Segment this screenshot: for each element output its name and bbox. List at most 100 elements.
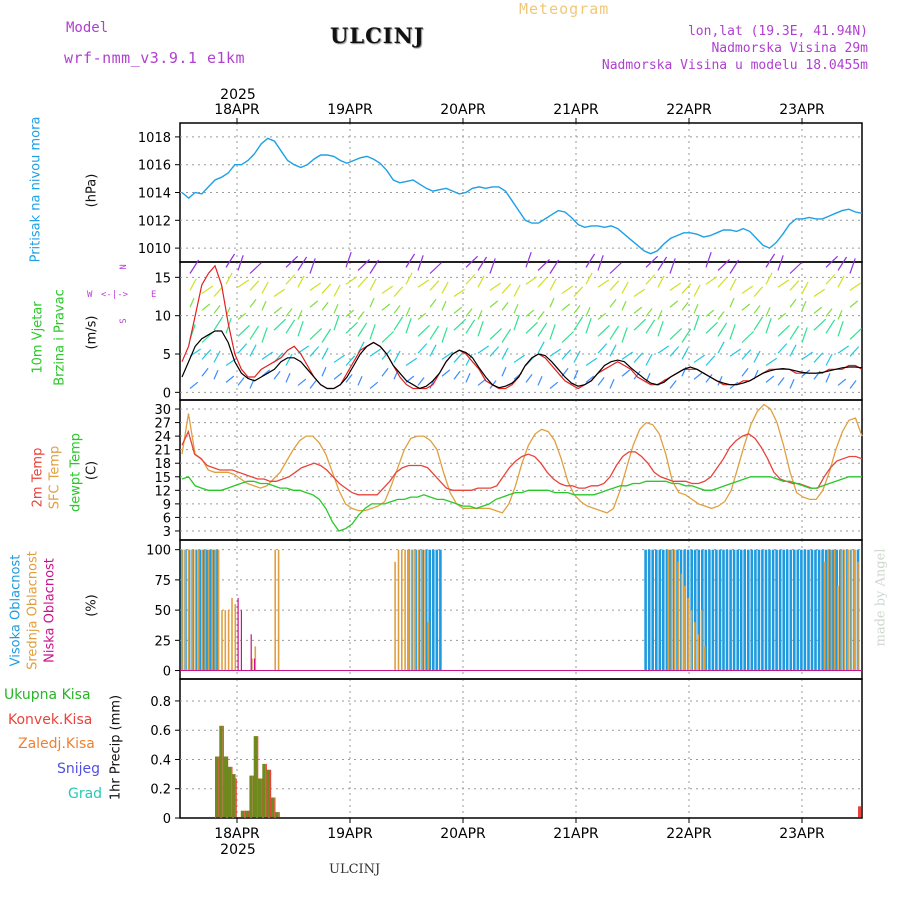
cloud-bar-0-180 [817,549,821,671]
cloud-bar-1-10 [214,549,217,671]
cloud-bar-2-18 [240,610,242,671]
panel-frame-2 [179,399,863,541]
cloud-bar-0-152 [718,549,722,671]
wind-arrow-237 [693,314,700,331]
wind-arrow-158 [525,321,539,334]
wind-arrow-47 [285,308,293,317]
pressure-line [181,137,863,255]
wind-arrow-193 [597,312,607,320]
precip-end-bar [858,806,861,818]
precip-total-bar-2 [223,756,227,818]
cloud-bar-1-0 [181,549,183,671]
wind-arrow-24 [237,324,251,337]
wind-arrow-116 [429,280,440,291]
wind-arrow-207 [633,370,641,380]
wind-arrow-202 [621,369,631,377]
wind-arrow-303 [837,345,850,354]
wind-arrow-132 [465,274,476,285]
cloud-bar-0-177 [807,549,810,671]
cloud-bar-0-158 [739,549,743,671]
cloud-bar-0-70 [428,549,431,671]
wind-arrow-196 [609,379,615,389]
cloud-bar-1-21 [251,658,253,671]
wind-arrow-105 [405,253,416,268]
wind-arrow-41 [273,318,287,331]
t2m-line [181,429,863,496]
precip-total-bar-14 [275,812,279,818]
wind-arrow-159 [525,309,535,317]
cloud-bar-0-6 [201,549,205,671]
model-name: wrf-nmm_v3.9.1 e1km [64,49,246,67]
ytick-label-4-2: 0.4 [150,753,171,768]
wind-arrow-278 [777,279,790,288]
wind-arrow-110 [417,279,430,288]
wind-arrow-302 [837,378,847,386]
wind-arrow-275 [777,343,788,354]
wind-arrow-219 [657,345,670,354]
wind-arrow-61 [309,258,316,274]
wind-arrow-262 [741,285,754,294]
wind-arrow-287 [801,351,814,360]
precip-conv-bar-4 [235,778,237,818]
wind-arrow-311 [849,300,859,308]
wind-compass-icon: N W E S <-|-> [87,264,157,324]
wind-arrow-261 [741,303,751,311]
ytick-label-0-2: 1014 [138,187,171,202]
wind-arrow-257 [729,259,740,274]
model-elevation-label: Nadmorska Visina u modelu 18.0455m [601,58,868,73]
cloud-bar-1-65 [397,549,400,671]
wind-arrow-148 [501,328,512,343]
wind-arrow-49 [285,255,299,268]
wind-arrow-94 [381,285,394,294]
wind-arrow-83 [357,258,371,271]
cloud-bar-0-164 [761,549,764,671]
wind-arrow-308 [849,380,857,389]
cloud-bar-0-178 [810,549,814,671]
wind-arrow-76 [345,276,358,285]
wind-arrow-104 [405,272,413,285]
wind-arrow-306 [837,275,845,288]
wind-arrow-208 [633,352,644,363]
wind-arrow-238 [693,303,699,314]
wind-arrow-279 [777,255,784,271]
precip-conv-bar-9 [257,736,259,818]
ytick-label-2-3: 12 [154,484,171,499]
cloud-bar-0-179 [814,549,817,671]
wind-arrow-117 [429,262,443,274]
wind-arrow-149 [501,301,509,311]
wind-arrow-135 [477,345,490,354]
precip-conv-bar-12 [270,769,272,818]
wind-arrow-65 [321,301,329,311]
cloud-bar-0-138 [669,549,672,671]
cloud-bar-1-148 [674,549,676,671]
wind-arrow-141 [489,346,500,357]
wind-arrow-235 [693,372,703,380]
wind-arrow-46 [285,319,296,334]
cloud-bar-0-5 [198,549,201,671]
wind-arrow-248 [717,322,728,337]
cloud-bar-0-9 [212,549,216,671]
wind-arrow-44 [285,372,291,383]
wind-arrow-26 [237,279,250,288]
cloud-bar-0-171 [785,549,789,671]
precip-total-bar-0 [215,756,219,818]
cloud-bar-0-7 [205,549,209,671]
wind-arrow-85 [369,348,382,357]
precip-legend-total: Ukupna Kisa [4,687,91,703]
wind-arrow-155 [513,284,521,297]
wind-arrow-102 [405,318,412,334]
cloud-bar-1-73 [424,549,426,671]
precip-conv-bar-11 [265,763,267,818]
wind-arrow-304 [837,321,844,337]
wind-arrow-199 [609,298,617,308]
wind-arrow-160 [525,276,538,285]
precip-conv-bar-14 [278,812,280,818]
wind-arrow-98 [393,305,401,314]
cloud-bar-1-16 [234,604,237,671]
cloud-bar-1-12 [221,610,223,671]
cloud-bar-1-193 [823,561,826,671]
wind-arrow-259 [741,349,752,360]
cloud-bar-1-4 [194,549,197,671]
cloud-bar-0-151 [715,549,718,671]
cloud-bar-1-198 [840,549,843,671]
